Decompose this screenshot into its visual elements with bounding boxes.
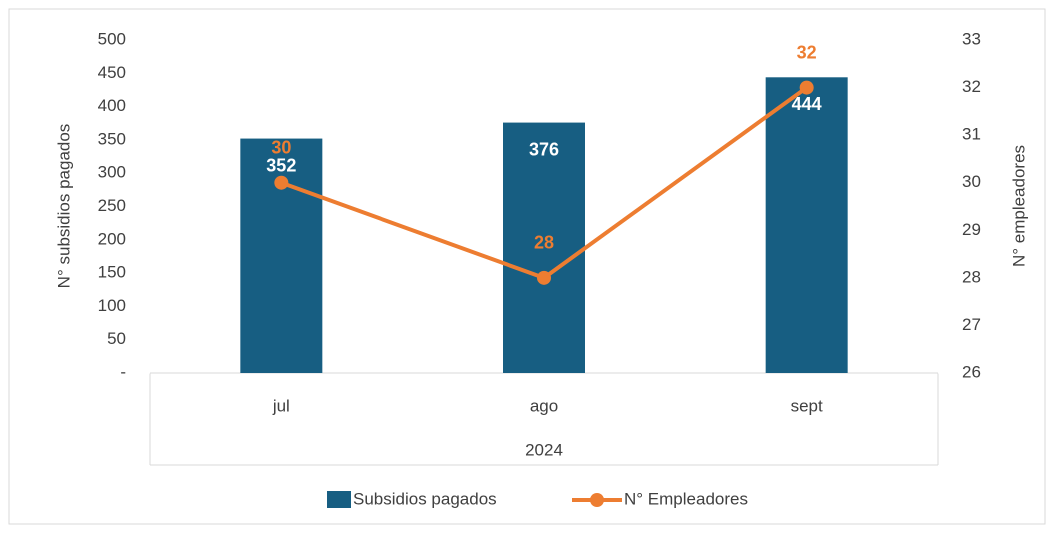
y-tick-label: 100 — [98, 296, 126, 315]
y2-tick-label: 26 — [962, 362, 981, 381]
bar — [765, 77, 848, 374]
x-tick-label: jul — [272, 396, 290, 415]
y-tick-label: 300 — [98, 163, 126, 182]
bar-value-label: 352 — [266, 155, 296, 175]
group-label: 2024 — [525, 440, 563, 459]
y2-tick-label: 27 — [962, 315, 981, 334]
y-tick-label: 500 — [98, 29, 126, 48]
y2-tick-label: 33 — [962, 29, 981, 48]
y2-axis-title: N° empleadores — [1009, 145, 1028, 267]
bar — [503, 122, 585, 373]
y2-tick-label: 31 — [962, 125, 981, 144]
y2-tick-label: 32 — [962, 77, 981, 96]
bar-value-label: 444 — [792, 94, 822, 114]
line-point — [799, 80, 814, 95]
bar-value-label: 376 — [529, 139, 559, 159]
y-tick-label: 250 — [98, 196, 126, 215]
line-point — [274, 175, 289, 190]
y-tick-label: 400 — [98, 96, 126, 115]
y-tick-label: 450 — [98, 63, 126, 82]
legend-label: N° Empleadores — [624, 489, 748, 508]
y-tick-label: 350 — [98, 129, 126, 148]
y2-tick-label: 28 — [962, 267, 981, 286]
line-value-label: 30 — [271, 137, 291, 157]
y2-tick-label: 30 — [962, 172, 981, 191]
chart-frame — [8, 8, 1046, 525]
legend-swatch — [327, 491, 351, 508]
line-value-label: 28 — [534, 233, 554, 253]
y-axis-title: N° subsidios pagados — [54, 124, 73, 289]
y-tick-label: 150 — [98, 263, 126, 282]
line-point — [537, 270, 551, 285]
line-value-label: 32 — [797, 42, 817, 62]
y2-tick-label: 29 — [962, 220, 981, 239]
legend-label: Subsidios pagados — [353, 489, 497, 508]
x-tick-label: ago — [530, 396, 558, 415]
y-tick-label: 50 — [107, 329, 126, 348]
y-tick-label: 200 — [98, 229, 126, 248]
x-tick-label: sept — [791, 396, 823, 415]
legend-swatch — [590, 493, 604, 507]
y-tick-label: - — [120, 362, 126, 381]
